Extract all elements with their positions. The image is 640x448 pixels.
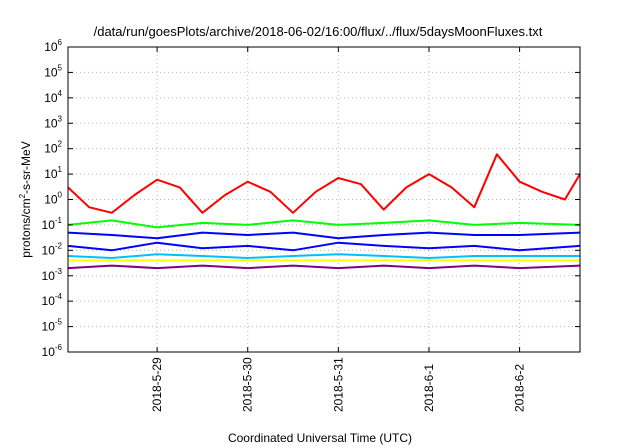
x-tick-label: 2018-6-1 [422, 364, 436, 412]
x-tick-label: 2018-5-31 [331, 357, 345, 412]
y-tick-label: 10-6 [42, 343, 63, 359]
chart-title: /data/run/goesPlots/archive/2018-06-02/1… [94, 24, 543, 39]
y-tick-label: 10-5 [42, 318, 63, 334]
y-tick-label: 100 [44, 191, 62, 207]
series-line-3 [67, 231, 581, 240]
y-tick-label: 105 [44, 63, 62, 79]
x-tick-label: 2018-5-30 [241, 357, 255, 412]
y-tick-label: 10-3 [42, 267, 63, 283]
series-line-5 [67, 253, 580, 259]
y-tick-label: 10-4 [42, 292, 63, 308]
x-tick-label: 2018-5-29 [150, 357, 164, 412]
series-line-2 [67, 219, 581, 229]
y-tick-label: 10-1 [42, 216, 63, 232]
y-tick-label: 103 [44, 114, 62, 130]
series-line-7 [67, 264, 581, 270]
x-tick-label: 2018-6-2 [513, 364, 527, 412]
series-group [67, 153, 581, 270]
y-tick-label: 10-2 [42, 241, 63, 257]
x-axis-ticks: 2018-5-29 2018-5-30 2018-5-31 2018-6-1 2018-… [150, 47, 527, 412]
y-axis-label: protons/cm2-s-sr-MeV [18, 141, 33, 257]
series-line-4 [67, 241, 581, 252]
y-tick-label: 102 [44, 140, 62, 156]
y-tick-label: 106 [44, 38, 62, 54]
series-line-1 [67, 153, 581, 214]
y-tick-label: 104 [44, 89, 62, 105]
x-axis-label: Coordinated Universal Time (UTC) [228, 431, 412, 445]
grid [68, 47, 580, 352]
y-axis-ticks: 10-6 10-5 10-4 10-3 10-2 10-1 100 101 102 103 104 1… [42, 38, 580, 359]
y-tick-label: 101 [44, 165, 62, 181]
